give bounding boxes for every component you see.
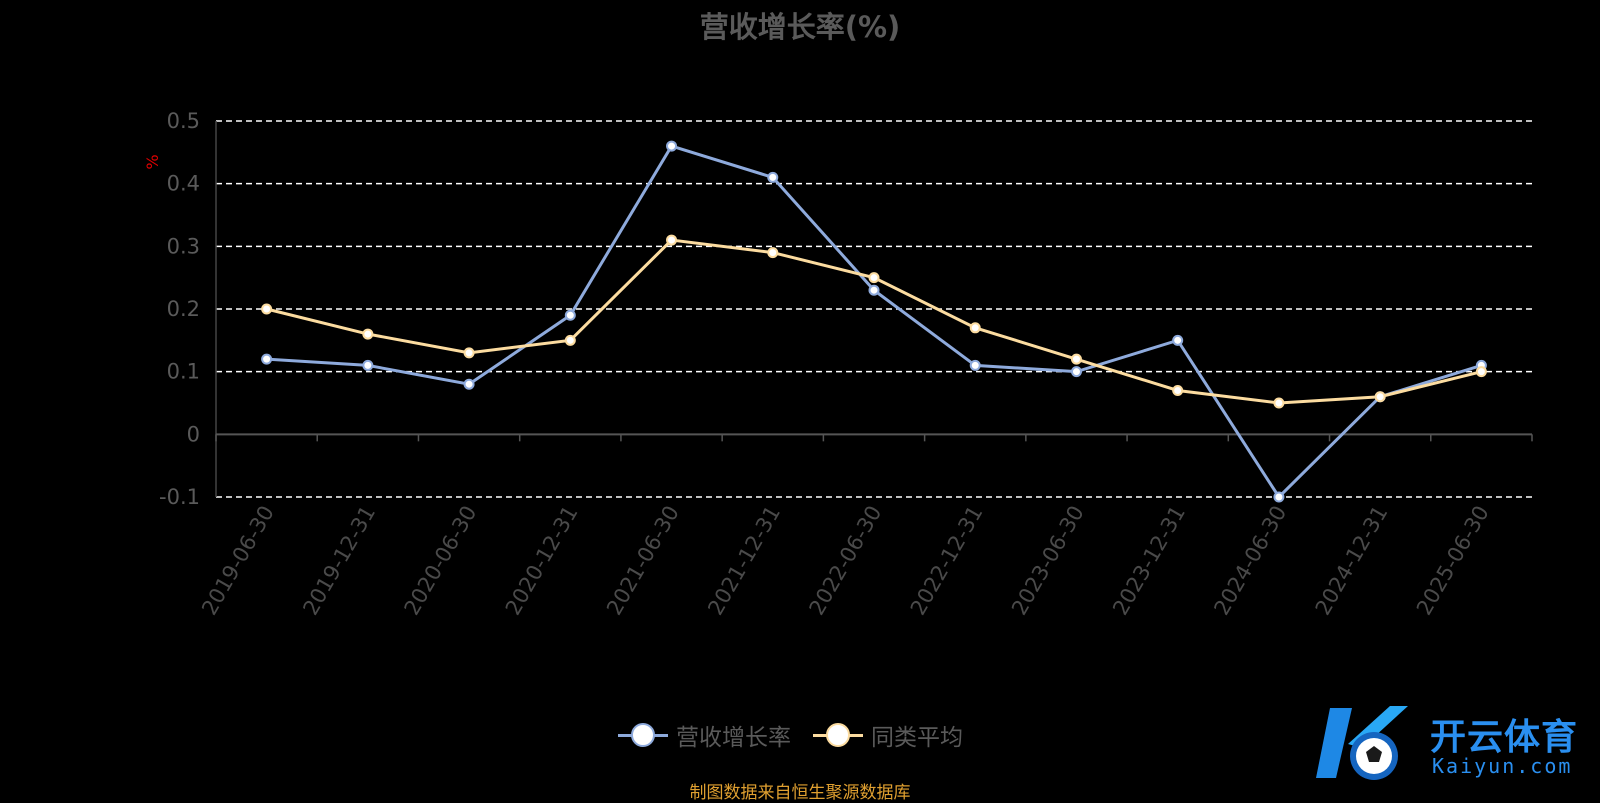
x-tick-label: 2023-06-30 — [1007, 502, 1089, 620]
data-point-series-1 — [463, 347, 475, 359]
data-point-series-0 — [1172, 334, 1184, 346]
legend-label-peer-average: 同类平均 — [871, 725, 963, 751]
data-point-series-1 — [666, 234, 678, 246]
line-chart: 0.5 0.4 0.3 0.2 0.1 0 -0.1% 2019-06-30 2019-12-3… — [143, 109, 1533, 620]
y-tick-label: 0.5 — [167, 109, 200, 133]
y-axis-label: % — [143, 154, 162, 169]
x-tick-label: 2021-12-31 — [703, 502, 785, 620]
data-point-series-1 — [362, 328, 374, 340]
data-point-series-1 — [1273, 397, 1285, 409]
watermark-brand-en: Kaiyun.com — [1432, 754, 1573, 778]
data-point-series-0 — [969, 359, 981, 371]
x-tick-label: 2021-06-30 — [602, 502, 684, 620]
legend: 营收增长率 同类平均 — [618, 718, 985, 752]
y-tick-label: 0 — [187, 422, 200, 446]
x-tick-label: 2022-06-30 — [805, 502, 887, 620]
data-point-series-0 — [564, 309, 576, 321]
data-point-series-1 — [1475, 366, 1487, 378]
legend-swatch-revenue-growth — [618, 723, 668, 747]
legend-swatch-peer-average — [813, 723, 863, 747]
x-tick-label: 2022-12-31 — [906, 502, 988, 620]
data-point-series-0 — [1273, 491, 1285, 503]
y-tick-label: 0.1 — [167, 360, 200, 384]
x-tick-label: 2020-06-30 — [400, 502, 482, 620]
x-tick-label: 2023-12-31 — [1108, 502, 1190, 620]
y-tick-label: 0.2 — [167, 297, 200, 321]
watermark-brand-cn: 开云体育 — [1430, 717, 1579, 758]
series-line-0 — [266, 144, 1482, 500]
y-tick-label: 0.3 — [167, 234, 200, 258]
data-point-series-0 — [666, 140, 678, 152]
x-tick-label: 2019-12-31 — [298, 502, 380, 620]
y-tick-label: -0.1 — [159, 485, 200, 509]
data-point-series-1 — [1172, 384, 1184, 396]
legend-label-revenue-growth: 营收增长率 — [676, 725, 791, 751]
data-point-series-1 — [969, 322, 981, 334]
data-point-series-1 — [868, 272, 880, 284]
x-tick-label: 2025-06-30 — [1412, 502, 1494, 620]
data-point-series-0 — [362, 359, 374, 371]
legend-item-peer-average[interactable]: 同类平均 — [813, 718, 963, 752]
x-tick-label: 2019-06-30 — [197, 502, 279, 620]
data-point-series-1 — [564, 334, 576, 346]
data-point-series-1 — [1070, 353, 1082, 365]
legend-item-revenue-growth[interactable]: 营收增长率 — [618, 718, 791, 752]
x-tick-label: 2024-12-31 — [1311, 502, 1393, 620]
source-note: 制图数据来自恒生聚源数据库 — [689, 783, 911, 803]
data-point-series-0 — [1070, 366, 1082, 378]
k-ball-logo-icon — [1316, 706, 1408, 780]
data-point-series-1 — [1374, 391, 1386, 403]
x-tick-label: 2024-06-30 — [1209, 502, 1291, 620]
watermark-logo: 开云体育 Kaiyun.com — [1312, 700, 1592, 786]
data-point-series-1 — [767, 247, 779, 259]
data-point-series-0 — [767, 171, 779, 183]
data-point-series-0 — [868, 284, 880, 296]
data-point-series-1 — [261, 303, 273, 315]
data-point-series-0 — [463, 378, 475, 390]
y-tick-label: 0.4 — [167, 172, 200, 196]
data-point-series-0 — [261, 353, 273, 365]
x-tick-label: 2020-12-31 — [501, 502, 583, 620]
chart-title: 营收增长率(%) — [699, 10, 901, 44]
series-line-1 — [266, 238, 1482, 405]
